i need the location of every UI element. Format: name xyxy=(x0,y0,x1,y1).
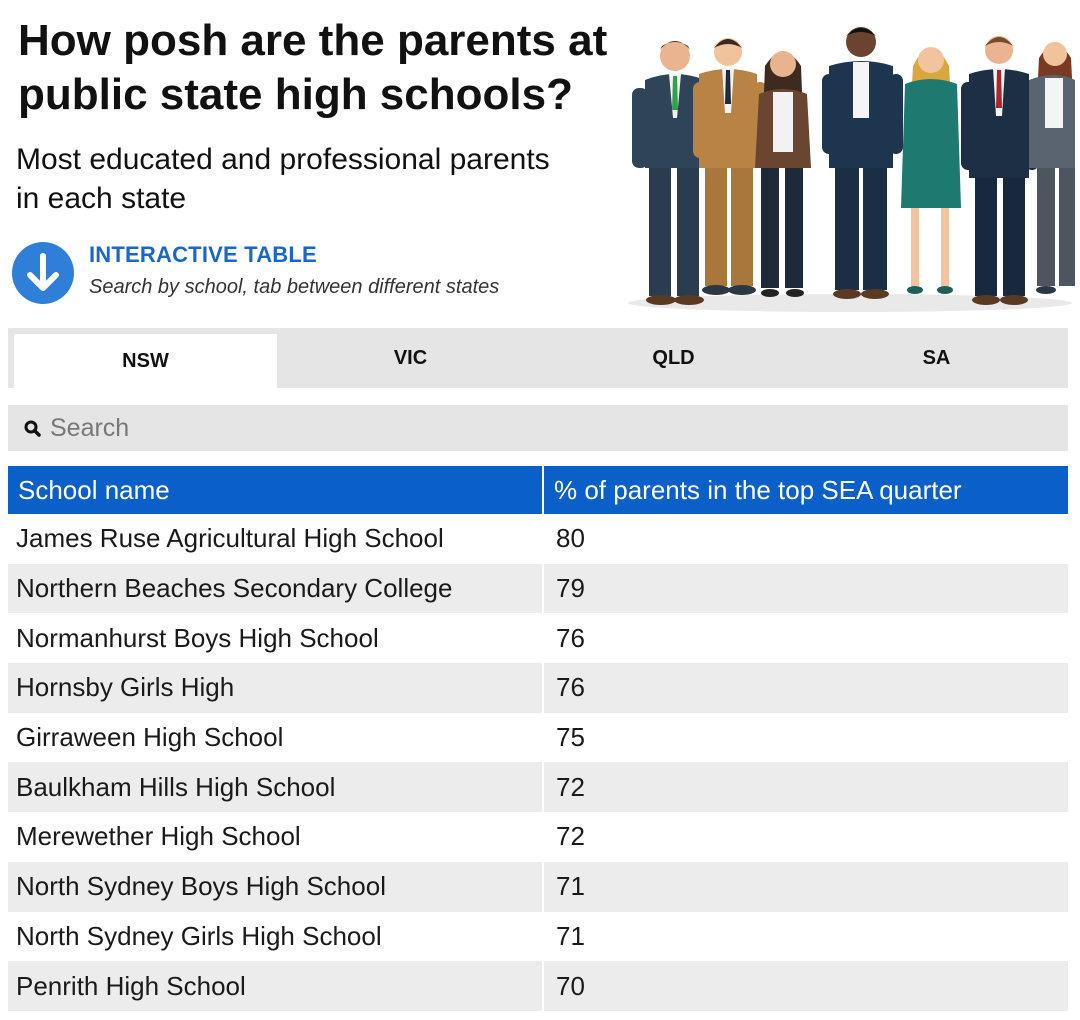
percent-cell: 72 xyxy=(543,812,1068,862)
percent-cell: 79 xyxy=(543,563,1068,614)
table-row: Merewether High School 72 xyxy=(8,812,1068,862)
table-row: Northern Beaches Secondary College 79 xyxy=(8,563,1068,614)
search-bar xyxy=(8,405,1068,451)
school-name-cell: Baulkham Hills High School xyxy=(8,762,544,813)
tab-qld[interactable]: QLD xyxy=(652,346,695,369)
table-row: North Sydney Boys High School 71 xyxy=(8,861,1068,912)
tab-vic[interactable]: VIC xyxy=(393,346,428,369)
percent-cell: 72 xyxy=(543,762,1068,813)
table-row: Normanhurst Boys High School 76 xyxy=(8,613,1068,664)
search-icon xyxy=(22,417,44,439)
school-name-cell: North Sydney Girls High School xyxy=(8,911,544,962)
table-row: Hornsby Girls High 76 xyxy=(8,663,1068,713)
school-name-cell: Merewether High School xyxy=(8,812,544,862)
table-row: Girraween High School 75 xyxy=(8,712,1068,763)
school-name-cell: North Sydney Boys High School xyxy=(8,861,544,912)
school-name-cell: Normanhurst Boys High School xyxy=(8,613,544,664)
table-row: Penrith High School 70 xyxy=(8,961,1068,1011)
school-name-cell: James Ruse Agricultural High School xyxy=(8,514,544,564)
interactive-table-label: INTERACTIVE TABLE xyxy=(89,242,317,267)
page-title: How posh are the parents at public state… xyxy=(18,16,608,119)
column-header-school-name[interactable]: School name xyxy=(8,466,544,514)
percent-cell: 70 xyxy=(543,961,1068,1011)
schools-table: School name % of parents in the top SEA … xyxy=(8,466,1068,1011)
tab-nsw[interactable]: NSW xyxy=(12,332,279,388)
table-row: Baulkham Hills High School 72 xyxy=(8,762,1068,813)
school-name-cell: Hornsby Girls High xyxy=(8,663,544,713)
search-input[interactable] xyxy=(50,413,950,443)
table-header-row: School name % of parents in the top SEA … xyxy=(8,466,1068,514)
percent-cell: 76 xyxy=(543,663,1068,713)
school-name-cell: Girraween High School xyxy=(8,712,544,763)
percent-cell: 71 xyxy=(543,911,1068,962)
percent-cell: 75 xyxy=(543,712,1068,763)
interactive-table-hint: Search by school, tab between different … xyxy=(89,276,500,298)
percent-cell: 71 xyxy=(543,861,1068,912)
table-row: North Sydney Girls High School 71 xyxy=(8,911,1068,962)
people-illustration xyxy=(625,18,1075,318)
tab-sa[interactable]: SA xyxy=(922,346,951,369)
school-name-cell: Northern Beaches Secondary College xyxy=(8,563,544,614)
school-name-cell: Penrith High School xyxy=(8,961,544,1011)
percent-cell: 76 xyxy=(543,613,1068,664)
column-header-percent[interactable]: % of parents in the top SEA quarter xyxy=(543,466,1068,514)
percent-cell: 80 xyxy=(543,514,1068,564)
down-arrow-icon xyxy=(12,242,74,304)
page-subtitle: Most educated and professional parents i… xyxy=(16,143,550,215)
state-tabs: NSW VIC QLD SA xyxy=(8,328,1068,388)
table-row: James Ruse Agricultural High School 80 xyxy=(8,514,1068,564)
